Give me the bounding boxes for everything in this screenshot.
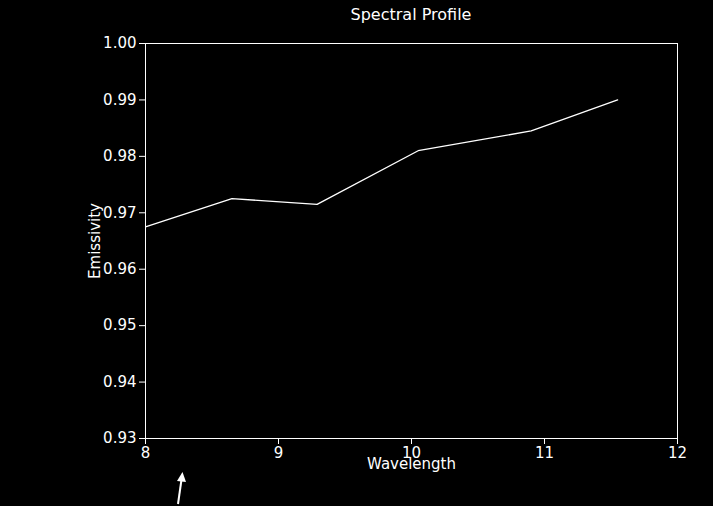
html-text:Spectral Profile: Spectral Profile	[350, 5, 472, 24]
svg-text:Emissivity: Emissivity	[86, 203, 104, 279]
svg-text:0.99: 0.99	[103, 91, 136, 109]
svg-text:10: 10	[402, 444, 421, 463]
svg-text:Wavelength: Wavelength	[367, 455, 456, 473]
svg-text:0.97: 0.97	[103, 204, 136, 222]
svg-text:9: 9	[274, 444, 284, 462]
svg-text:8: 8	[141, 444, 151, 462]
svg-text:12: 12	[668, 444, 687, 462]
svg-text:11: 11	[535, 444, 554, 462]
svg-text:0.93: 0.93	[103, 429, 136, 447]
svg-text:0.98: 0.98	[103, 147, 136, 165]
svg-text:0.96: 0.96	[103, 260, 136, 278]
svg-text:1.00: 1.00	[103, 34, 136, 52]
svg-text:0.95: 0.95	[103, 316, 136, 334]
svg-text:0.94: 0.94	[103, 373, 136, 391]
